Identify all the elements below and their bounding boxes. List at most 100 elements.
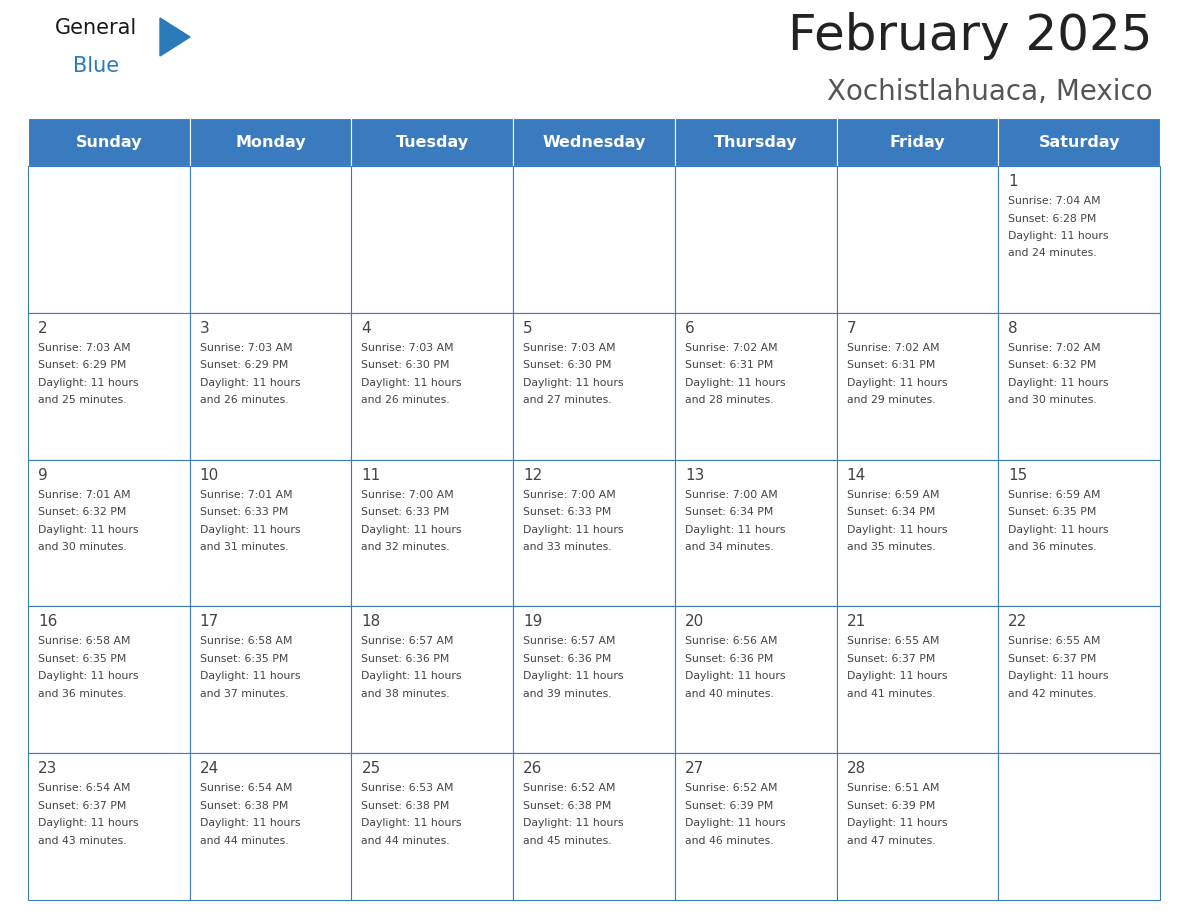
- Bar: [998, 166, 1159, 313]
- Text: 20: 20: [684, 614, 704, 630]
- Text: 12: 12: [523, 467, 543, 483]
- Text: Sunset: 6:38 PM: Sunset: 6:38 PM: [361, 800, 450, 811]
- Text: and 28 minutes.: and 28 minutes.: [684, 396, 773, 406]
- Bar: [352, 460, 513, 607]
- Text: Daylight: 11 hours: Daylight: 11 hours: [361, 378, 462, 387]
- Text: Sunset: 6:36 PM: Sunset: 6:36 PM: [684, 654, 773, 664]
- Text: Sunrise: 6:52 AM: Sunrise: 6:52 AM: [684, 783, 777, 793]
- Text: Xochistlahuaca, Mexico: Xochistlahuaca, Mexico: [827, 78, 1154, 106]
- Text: Sunset: 6:32 PM: Sunset: 6:32 PM: [1009, 360, 1097, 370]
- Bar: [836, 118, 998, 166]
- Text: Sunrise: 7:00 AM: Sunrise: 7:00 AM: [361, 489, 454, 499]
- Text: 13: 13: [684, 467, 704, 483]
- Text: Sunset: 6:35 PM: Sunset: 6:35 PM: [200, 654, 287, 664]
- Text: and 25 minutes.: and 25 minutes.: [38, 396, 127, 406]
- Text: and 42 minutes.: and 42 minutes.: [1009, 688, 1097, 699]
- Bar: [675, 753, 836, 900]
- Text: Sunset: 6:29 PM: Sunset: 6:29 PM: [38, 360, 126, 370]
- Text: Sunrise: 6:59 AM: Sunrise: 6:59 AM: [847, 489, 939, 499]
- Text: Sunrise: 7:00 AM: Sunrise: 7:00 AM: [684, 489, 778, 499]
- Text: and 31 minutes.: and 31 minutes.: [200, 543, 289, 552]
- Text: and 38 minutes.: and 38 minutes.: [361, 688, 450, 699]
- Text: Sunrise: 6:58 AM: Sunrise: 6:58 AM: [200, 636, 292, 646]
- Bar: [836, 460, 998, 607]
- Text: Sunrise: 6:56 AM: Sunrise: 6:56 AM: [684, 636, 777, 646]
- Text: Sunrise: 7:03 AM: Sunrise: 7:03 AM: [523, 342, 615, 353]
- Bar: [29, 313, 190, 460]
- Bar: [352, 607, 513, 753]
- Text: Sunrise: 6:55 AM: Sunrise: 6:55 AM: [847, 636, 939, 646]
- Text: Wednesday: Wednesday: [542, 135, 646, 150]
- Text: and 30 minutes.: and 30 minutes.: [1009, 396, 1097, 406]
- Text: Sunset: 6:37 PM: Sunset: 6:37 PM: [38, 800, 126, 811]
- Text: Sunrise: 6:51 AM: Sunrise: 6:51 AM: [847, 783, 939, 793]
- Bar: [513, 166, 675, 313]
- Text: 17: 17: [200, 614, 219, 630]
- Bar: [29, 118, 190, 166]
- Text: 28: 28: [847, 761, 866, 777]
- Text: Daylight: 11 hours: Daylight: 11 hours: [38, 524, 139, 534]
- Text: and 44 minutes.: and 44 minutes.: [361, 835, 450, 845]
- Text: Daylight: 11 hours: Daylight: 11 hours: [361, 818, 462, 828]
- Text: Sunset: 6:38 PM: Sunset: 6:38 PM: [200, 800, 287, 811]
- Bar: [352, 118, 513, 166]
- Text: Daylight: 11 hours: Daylight: 11 hours: [847, 378, 947, 387]
- Text: 15: 15: [1009, 467, 1028, 483]
- Text: Daylight: 11 hours: Daylight: 11 hours: [523, 378, 624, 387]
- Text: Sunset: 6:36 PM: Sunset: 6:36 PM: [361, 654, 450, 664]
- Bar: [190, 166, 352, 313]
- Text: Daylight: 11 hours: Daylight: 11 hours: [684, 524, 785, 534]
- Text: Daylight: 11 hours: Daylight: 11 hours: [684, 671, 785, 681]
- Bar: [675, 607, 836, 753]
- Bar: [29, 460, 190, 607]
- Text: Daylight: 11 hours: Daylight: 11 hours: [1009, 231, 1108, 241]
- Bar: [675, 166, 836, 313]
- Text: Daylight: 11 hours: Daylight: 11 hours: [847, 671, 947, 681]
- Bar: [998, 118, 1159, 166]
- Text: Sunrise: 7:02 AM: Sunrise: 7:02 AM: [684, 342, 777, 353]
- Text: 1: 1: [1009, 174, 1018, 189]
- Text: Sunrise: 6:57 AM: Sunrise: 6:57 AM: [361, 636, 454, 646]
- Text: 11: 11: [361, 467, 380, 483]
- Text: Sunrise: 6:55 AM: Sunrise: 6:55 AM: [1009, 636, 1101, 646]
- Text: and 35 minutes.: and 35 minutes.: [847, 543, 935, 552]
- Text: 18: 18: [361, 614, 380, 630]
- Text: Friday: Friday: [890, 135, 946, 150]
- Bar: [998, 607, 1159, 753]
- Text: and 24 minutes.: and 24 minutes.: [1009, 249, 1097, 259]
- Text: Daylight: 11 hours: Daylight: 11 hours: [38, 671, 139, 681]
- Text: Sunset: 6:35 PM: Sunset: 6:35 PM: [38, 654, 126, 664]
- Text: Sunset: 6:29 PM: Sunset: 6:29 PM: [200, 360, 287, 370]
- Text: Sunset: 6:30 PM: Sunset: 6:30 PM: [523, 360, 612, 370]
- Text: Sunset: 6:37 PM: Sunset: 6:37 PM: [847, 654, 935, 664]
- Text: Daylight: 11 hours: Daylight: 11 hours: [847, 818, 947, 828]
- Text: Daylight: 11 hours: Daylight: 11 hours: [847, 524, 947, 534]
- Bar: [836, 166, 998, 313]
- Text: Daylight: 11 hours: Daylight: 11 hours: [200, 671, 301, 681]
- Text: Sunset: 6:30 PM: Sunset: 6:30 PM: [361, 360, 450, 370]
- Text: Sunset: 6:31 PM: Sunset: 6:31 PM: [847, 360, 935, 370]
- Text: Sunset: 6:34 PM: Sunset: 6:34 PM: [847, 507, 935, 517]
- Text: and 26 minutes.: and 26 minutes.: [361, 396, 450, 406]
- Bar: [513, 460, 675, 607]
- Text: 27: 27: [684, 761, 704, 777]
- Bar: [836, 607, 998, 753]
- Polygon shape: [160, 18, 190, 56]
- Text: General: General: [55, 18, 138, 38]
- Text: Sunset: 6:33 PM: Sunset: 6:33 PM: [361, 507, 450, 517]
- Text: Sunset: 6:31 PM: Sunset: 6:31 PM: [684, 360, 773, 370]
- Text: and 43 minutes.: and 43 minutes.: [38, 835, 127, 845]
- Bar: [29, 753, 190, 900]
- Text: Sunrise: 7:01 AM: Sunrise: 7:01 AM: [38, 489, 131, 499]
- Text: and 47 minutes.: and 47 minutes.: [847, 835, 935, 845]
- Text: Daylight: 11 hours: Daylight: 11 hours: [523, 671, 624, 681]
- Text: and 46 minutes.: and 46 minutes.: [684, 835, 773, 845]
- Bar: [675, 118, 836, 166]
- Text: Sunrise: 7:02 AM: Sunrise: 7:02 AM: [847, 342, 940, 353]
- Text: Sunset: 6:39 PM: Sunset: 6:39 PM: [684, 800, 773, 811]
- Text: Sunrise: 6:54 AM: Sunrise: 6:54 AM: [38, 783, 131, 793]
- Text: Daylight: 11 hours: Daylight: 11 hours: [523, 524, 624, 534]
- Bar: [513, 118, 675, 166]
- Text: Daylight: 11 hours: Daylight: 11 hours: [38, 378, 139, 387]
- Text: Daylight: 11 hours: Daylight: 11 hours: [361, 671, 462, 681]
